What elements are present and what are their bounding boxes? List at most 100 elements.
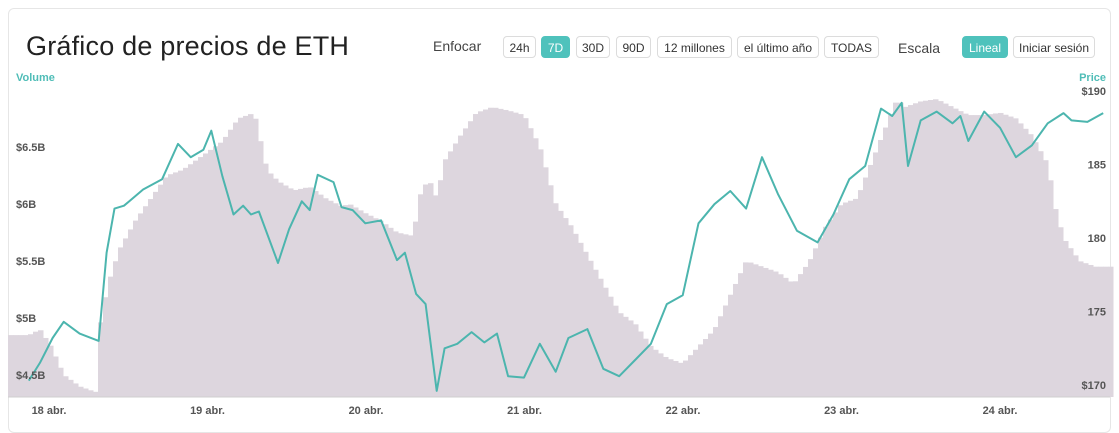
volume-bar xyxy=(943,103,949,397)
volume-bar xyxy=(238,117,244,397)
volume-bar xyxy=(918,101,924,398)
volume-bar xyxy=(963,113,969,397)
volume-bar xyxy=(213,146,219,397)
volume-bar xyxy=(433,195,439,397)
x-tick-label: 23 abr. xyxy=(824,405,859,417)
volume-bar xyxy=(398,233,404,397)
volume-bar xyxy=(113,261,119,397)
volume-bar xyxy=(23,335,29,397)
volume-bar xyxy=(558,210,564,397)
volume-bar xyxy=(328,200,334,397)
volume-bar xyxy=(848,200,854,397)
price-axis-title: Price xyxy=(1079,72,1106,84)
zoom-12m-button[interactable]: 12 millones xyxy=(657,36,732,58)
volume-bar xyxy=(278,182,284,397)
volume-bar xyxy=(548,185,554,397)
zoom-last-year-button[interactable]: el último año xyxy=(737,36,819,58)
volume-bar xyxy=(543,167,549,397)
volume-bar xyxy=(703,339,709,397)
volume-bar xyxy=(648,345,654,397)
volume-bar xyxy=(788,281,794,397)
volume-bar xyxy=(1063,241,1069,397)
volume-bar xyxy=(488,107,494,397)
volume-bar xyxy=(423,184,429,397)
volume-bar xyxy=(503,109,509,398)
volume-bar xyxy=(123,238,129,397)
volume-bar xyxy=(518,114,524,397)
volume-bar xyxy=(613,305,619,397)
price-tick-label: 180 xyxy=(1088,233,1106,245)
volume-tick-label: $6B xyxy=(16,199,36,211)
volume-bar xyxy=(303,187,309,397)
volume-bar xyxy=(333,203,339,397)
volume-bar xyxy=(853,198,859,397)
zoom-90d-button[interactable]: 90D xyxy=(616,36,651,58)
chart-title: Gráfico de precios de ETH xyxy=(26,31,350,61)
volume-bar xyxy=(653,349,659,397)
volume-bar xyxy=(768,269,774,397)
volume-bar xyxy=(523,118,529,398)
volume-bar xyxy=(128,229,134,397)
zoom-24h-button[interactable]: 24h xyxy=(503,36,536,58)
volume-bar xyxy=(173,172,179,397)
volume-bar xyxy=(288,188,294,397)
volume-bar xyxy=(638,331,644,397)
volume-bar xyxy=(308,187,314,397)
zoom-all-button[interactable]: TODAS xyxy=(824,36,879,58)
volume-bar xyxy=(673,361,679,397)
volume-bar xyxy=(778,274,784,397)
volume-bar xyxy=(148,199,154,397)
volume-bar xyxy=(958,111,964,398)
volume-bar xyxy=(663,356,669,397)
volume-bar xyxy=(418,194,424,397)
volume-bar xyxy=(903,106,909,397)
zoom-7d-button[interactable]: 7D xyxy=(541,36,570,58)
volume-tick-label: $5.5B xyxy=(16,256,45,268)
volume-bar xyxy=(913,103,919,398)
volume-bar xyxy=(338,205,344,397)
volume-bar xyxy=(498,108,504,397)
volume-bar xyxy=(438,180,444,397)
volume-bar xyxy=(183,167,189,397)
volume-bar xyxy=(323,198,329,397)
volume-bar xyxy=(368,215,374,397)
volume-bar xyxy=(68,379,74,397)
volume-bar xyxy=(403,234,409,397)
scale-log-button[interactable]: Iniciar sesión xyxy=(1013,36,1095,58)
volume-bar xyxy=(203,153,209,397)
volume-bar xyxy=(483,109,489,397)
volume-bar xyxy=(263,163,269,397)
volume-bar xyxy=(28,334,34,397)
volume-bar xyxy=(218,142,224,397)
volume-bar xyxy=(468,121,474,397)
volume-bar xyxy=(528,128,534,398)
volume-bar xyxy=(493,107,499,397)
volume-bar xyxy=(33,331,39,397)
volume-bar xyxy=(973,115,979,397)
volume-bar xyxy=(953,108,959,398)
volume-bar xyxy=(58,367,64,397)
volume-bar xyxy=(808,259,814,397)
volume-bar xyxy=(683,360,689,397)
zoom-30d-button[interactable]: 30D xyxy=(576,36,610,58)
volume-axis-title: Volume xyxy=(16,72,55,84)
volume-bar xyxy=(983,114,989,397)
scale-linear-button[interactable]: Lineal xyxy=(962,36,1008,58)
volume-bar xyxy=(593,269,599,397)
volume-bar xyxy=(598,278,604,397)
volume-bar xyxy=(413,221,419,397)
x-tick-label: 19 abr. xyxy=(190,405,225,417)
volume-bar xyxy=(828,219,834,397)
volume-bar xyxy=(363,213,369,397)
volume-bar xyxy=(1023,128,1029,397)
volume-bar xyxy=(43,337,49,397)
volume-bar xyxy=(18,335,24,397)
volume-bar xyxy=(1043,160,1049,397)
volume-bar xyxy=(883,127,889,397)
volume-bar xyxy=(73,383,79,397)
volume-bar xyxy=(793,281,799,397)
volume-bar xyxy=(478,111,484,397)
volume-bar xyxy=(1053,209,1059,397)
volume-bar xyxy=(968,115,974,397)
volume-bar xyxy=(1073,255,1079,397)
